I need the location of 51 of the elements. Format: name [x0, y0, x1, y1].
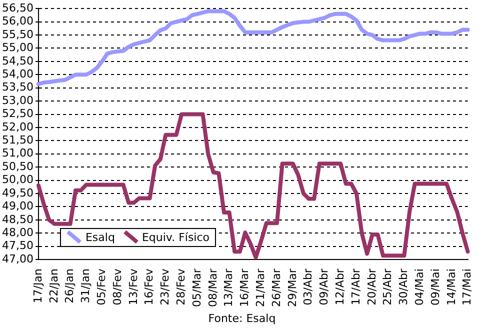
- y-tick-label: 55,50: [2, 28, 34, 41]
- x-tick-label: 30/Abr: [397, 268, 410, 306]
- legend-label: Esalq: [85, 230, 115, 244]
- y-tick-label: 55,00: [2, 41, 34, 54]
- y-tick-label: 49,50: [2, 186, 34, 200]
- x-tick-label: 08/Mar: [206, 268, 220, 308]
- x-tick-label: 26/Jan: [63, 268, 76, 304]
- y-tick-label: 48,50: [2, 212, 34, 226]
- y-tick-label: 51,50: [2, 134, 34, 147]
- x-tick-label: 20/Abr: [365, 268, 378, 306]
- x-tick-label: 28/Fev: [174, 268, 188, 306]
- x-tick-label: 13/Fev: [126, 268, 140, 306]
- legend-label: Equiv. Físico: [142, 230, 210, 244]
- x-tick-label: 05/Mar: [190, 268, 204, 308]
- x-tick-label: 04/Mai: [412, 268, 426, 306]
- x-tick-label: 03/Abr: [302, 268, 315, 306]
- y-tick-label: 47,50: [2, 239, 34, 252]
- y-tick-label: 53,00: [2, 94, 34, 107]
- x-tick-label: 12/Abr: [333, 268, 346, 306]
- y-tick-label: 47,00: [2, 252, 34, 266]
- x-tick-label: 16/Fev: [142, 268, 156, 306]
- y-tick-label: 52,50: [2, 107, 34, 120]
- y-tick-label: 50,50: [2, 160, 34, 173]
- x-tick-label: 21/Mar: [254, 268, 267, 308]
- x-tick-label: 14/Mai: [444, 268, 458, 306]
- x-tick-label: 05/Fev: [94, 268, 108, 306]
- x-tick-label: 17/Abr: [349, 268, 362, 306]
- x-tick-label: 31/Jan: [79, 268, 92, 304]
- x-tick-label: 17/Mai: [460, 268, 474, 306]
- y-tick-label: 51,00: [2, 146, 34, 160]
- x-tick-label: 13/Mar: [222, 268, 236, 308]
- x-tick-label: 09/Mai: [428, 268, 442, 306]
- y-tick-label: 54,00: [2, 67, 34, 80]
- y-tick-label: 54,50: [2, 54, 34, 68]
- x-tick-label: 16/Mar: [238, 268, 252, 308]
- x-tick-label: 08/Fev: [110, 268, 124, 306]
- y-tick-label: 49,00: [2, 200, 34, 213]
- x-tick-label: 25/Abr: [381, 268, 394, 306]
- y-tick-label: 48,00: [2, 226, 34, 239]
- x-tick-label: 26/Mar: [270, 268, 283, 308]
- x-tick-label: 09/Abr: [318, 268, 331, 306]
- x-tick-label: 23/Fev: [158, 268, 172, 306]
- y-tick-label: 50,00: [2, 173, 34, 186]
- y-tick-label: 56,00: [2, 14, 34, 28]
- y-tick-label: 52,00: [2, 120, 34, 134]
- y-tick-label: 53,50: [2, 80, 34, 94]
- x-tick-label: 29/Mar: [286, 268, 299, 308]
- y-tick-label: 56,50: [2, 1, 34, 14]
- x-tick-label: 17/Jan: [31, 268, 44, 304]
- source-note: Fonte: Esalq: [207, 312, 277, 325]
- x-tick-label: 22/Jan: [47, 268, 60, 304]
